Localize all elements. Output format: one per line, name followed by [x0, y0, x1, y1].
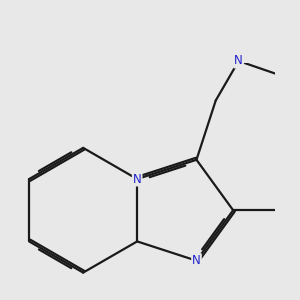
Text: N: N	[234, 55, 243, 68]
Text: N: N	[133, 172, 142, 185]
Text: N: N	[192, 254, 201, 267]
